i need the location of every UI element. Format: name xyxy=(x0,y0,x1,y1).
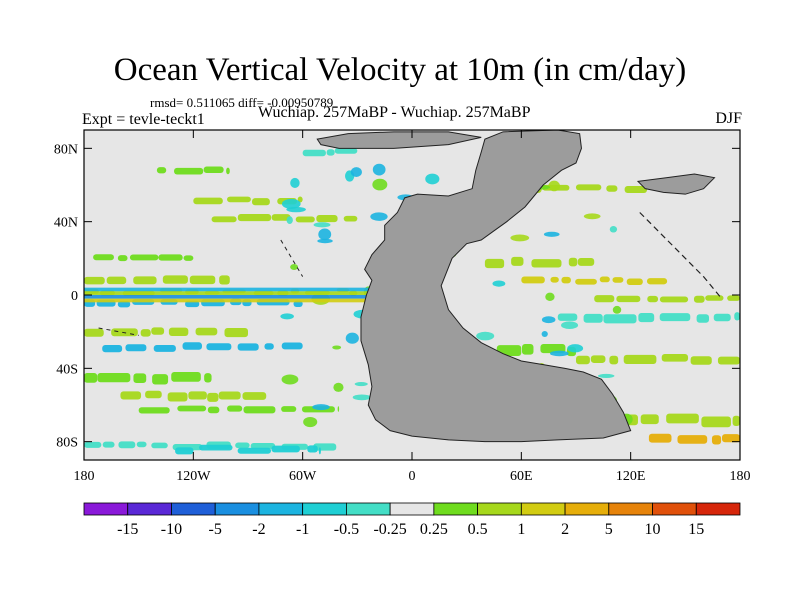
colorbar-swatch xyxy=(433,502,479,516)
x-tick-label: 60E xyxy=(510,469,533,484)
colorbar-swatch xyxy=(477,502,522,516)
colorbar-label: -5 xyxy=(209,521,222,538)
colorbar-swatch xyxy=(608,502,653,516)
colorbar-label: 15 xyxy=(688,521,704,538)
colorbar-label: 0.25 xyxy=(420,521,448,538)
map-axes: 180 120W 60W 0 60E 120E 180 80N 40N 0 40S 80S xyxy=(54,130,751,484)
y-tick-label: 80S xyxy=(56,436,78,451)
colorbar-label: -2 xyxy=(252,521,265,538)
colorbar: -15 -10 -5 -2 -1 -0.5 -0.25 0.25 0.5 1 2 5 10 15 xyxy=(83,502,741,538)
subtitle: Wuchiap. 257MaBP - Wuchiap. 257MaBP xyxy=(258,104,531,121)
colorbar-label: -1 xyxy=(296,521,309,538)
experiment-label: Expt = tevle-teckt1 xyxy=(82,111,205,128)
rmsd-text: rmsd= 0.511065 diff= -0.00950789 xyxy=(150,95,334,110)
colorbar-swatch xyxy=(389,502,435,516)
colorbar-label: -0.5 xyxy=(334,521,359,538)
season-label: DJF xyxy=(715,110,742,127)
y-tick-label: 40S xyxy=(56,362,78,377)
colorbar-swatch xyxy=(214,502,260,516)
colorbar-swatch xyxy=(83,502,129,516)
colorbar-label: 2 xyxy=(561,521,569,538)
colorbar-swatch xyxy=(258,502,304,516)
colorbar-label: 5 xyxy=(605,521,613,538)
y-tick-label: 40N xyxy=(54,216,78,231)
map-title: Ocean Vertical Velocity at 10m (in cm/da… xyxy=(113,52,687,88)
colorbar-label: 0.5 xyxy=(468,521,488,538)
y-tick-label: 0 xyxy=(71,289,78,304)
x-tick-label: 120E xyxy=(616,469,646,484)
colorbar-label: 1 xyxy=(517,521,525,538)
colorbar-label: -15 xyxy=(117,521,138,538)
x-tick-label: 180 xyxy=(730,469,751,484)
colorbar-label: 10 xyxy=(645,521,661,538)
colorbar-swatch xyxy=(695,502,741,516)
colorbar-swatch xyxy=(520,502,566,516)
colorbar-swatch xyxy=(127,502,172,516)
colorbar-swatch xyxy=(652,502,697,516)
colorbar-label: -0.25 xyxy=(373,521,406,538)
colorbar-label: -10 xyxy=(161,521,182,538)
x-tick-label: 120W xyxy=(176,469,211,484)
colorbar-swatch xyxy=(345,502,391,516)
colorbar-swatch xyxy=(171,502,216,516)
colorbar-swatch xyxy=(302,502,347,516)
x-tick-label: 0 xyxy=(409,469,416,484)
x-tick-label: 180 xyxy=(74,469,95,484)
colorbar-swatch xyxy=(564,502,610,516)
x-tick-label: 60W xyxy=(289,469,317,484)
landmass xyxy=(98,130,723,443)
y-tick-label: 80N xyxy=(54,142,78,157)
